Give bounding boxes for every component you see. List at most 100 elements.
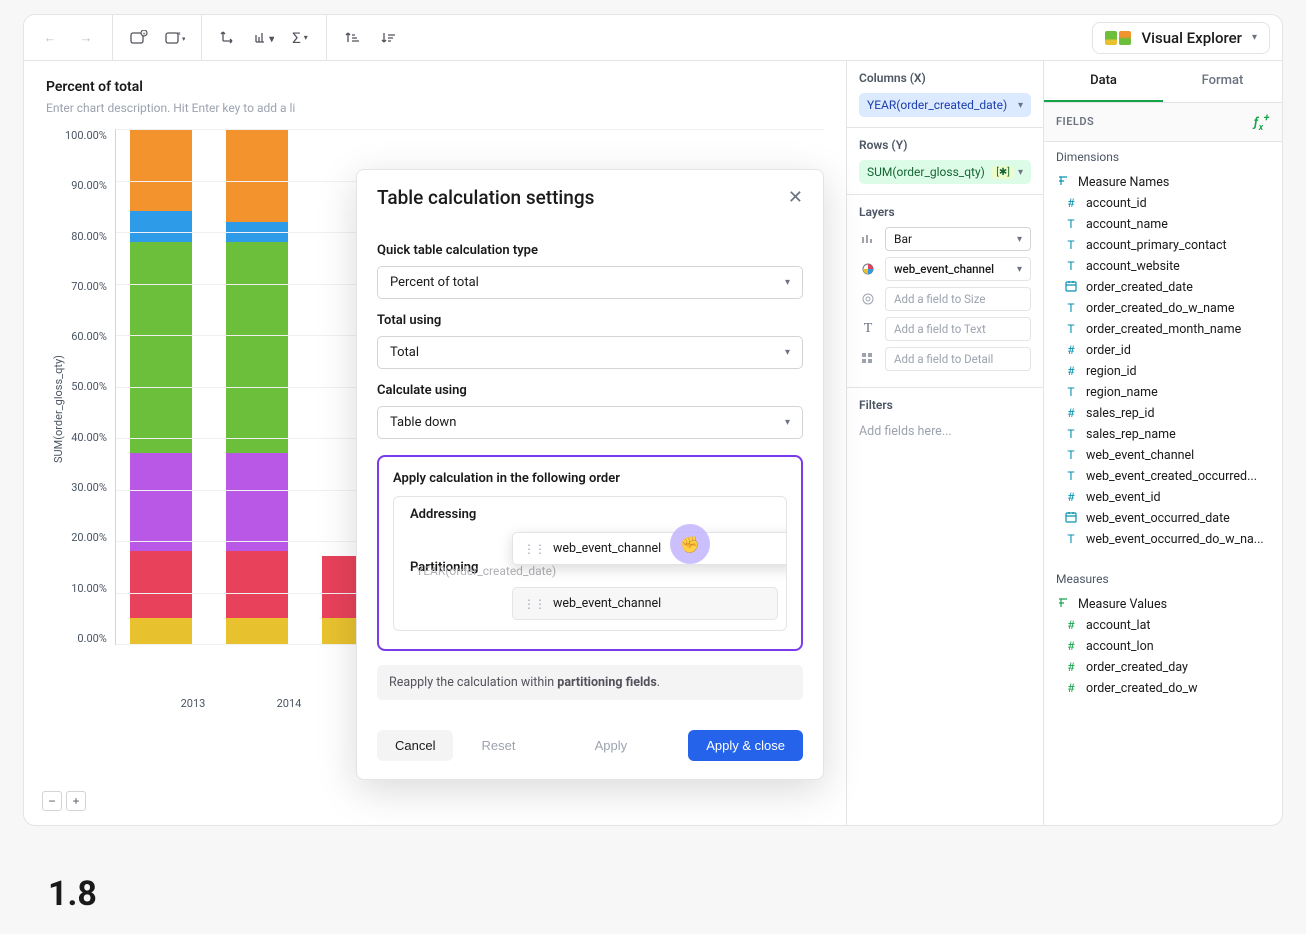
text-icon: T	[1064, 427, 1078, 441]
swap-icon[interactable]	[214, 24, 242, 52]
detail-icon	[859, 350, 877, 368]
dragging-item[interactable]: ⋮⋮ web_event_channel	[512, 532, 787, 565]
measures-section-label: Measures	[1044, 564, 1282, 594]
add-calculation-button[interactable]: ƒx+	[1254, 111, 1270, 133]
text-icon: T	[1064, 301, 1078, 315]
sort-desc-icon[interactable]	[375, 24, 403, 52]
field-item[interactable]: Tweb_event_occurred_do_w_na...	[1044, 529, 1282, 550]
field-item[interactable]: #account_lon	[1044, 636, 1282, 657]
hash-icon: #	[1064, 196, 1078, 210]
visual-explorer-selector[interactable]: Visual Explorer ▾	[1092, 22, 1270, 54]
zoom-in-button[interactable]: +	[66, 791, 86, 811]
chart-title[interactable]: Percent of total	[46, 79, 824, 95]
rows-pill[interactable]: SUM(order_gloss_qty) [✱] ▾	[859, 160, 1031, 184]
shelves-panel: Columns (X) YEAR(order_created_date) ▾ R…	[846, 61, 1044, 825]
rows-shelf-label: Rows (Y)	[859, 138, 1031, 152]
top-toolbar: ← → + ×▾ ▾ Σ▾	[24, 15, 1282, 61]
filters-shelf-label: Filters	[859, 398, 1031, 412]
text-icon: T	[1064, 532, 1078, 546]
field-item[interactable]: Torder_created_do_w_name	[1044, 298, 1282, 319]
calculation-order-box: Apply calculation in the following order…	[377, 455, 803, 651]
field-item[interactable]: Taccount_primary_contact	[1044, 235, 1282, 256]
field-item[interactable]: #account_id	[1044, 193, 1282, 214]
back-button[interactable]: ←	[36, 24, 64, 52]
field-item[interactable]: #order_created_day	[1044, 657, 1282, 678]
detail-field-well[interactable]: Add a field to Detail	[885, 347, 1031, 371]
field-item[interactable]: #order_id	[1044, 340, 1282, 361]
cancel-button[interactable]: Cancel	[377, 730, 453, 761]
fields-header-label: FIELDS	[1056, 115, 1094, 128]
partitioning-item[interactable]: ⋮⋮ web_event_channel	[512, 587, 778, 620]
measure-icon: #	[1064, 681, 1078, 695]
field-item[interactable]: #web_event_id	[1044, 487, 1282, 508]
filters-placeholder[interactable]: Add fields here...	[859, 420, 1031, 443]
calc-type-select[interactable]: Percent of total▾	[377, 266, 803, 299]
tab-format[interactable]: Format	[1163, 61, 1282, 102]
zoom-out-button[interactable]: −	[42, 791, 62, 811]
field-item[interactable]: #sales_rep_id	[1044, 403, 1282, 424]
totals-icon[interactable]: ▾	[250, 24, 278, 52]
modal-title: Table calculation settings	[377, 186, 594, 209]
visual-explorer-label: Visual Explorer	[1141, 29, 1242, 47]
field-item[interactable]: Measure Names	[1044, 172, 1282, 193]
field-item[interactable]: Tweb_event_channel	[1044, 445, 1282, 466]
field-item[interactable]: #order_created_do_w	[1044, 678, 1282, 699]
field-item[interactable]: Tsales_rep_name	[1044, 424, 1282, 445]
reset-button[interactable]: Reset	[463, 730, 533, 761]
field-item[interactable]: Torder_created_month_name	[1044, 319, 1282, 340]
chevron-down-icon: ▾	[1252, 32, 1257, 43]
field-item[interactable]: Tweb_event_created_occurred...	[1044, 466, 1282, 487]
dimensions-section-label: Dimensions	[1044, 142, 1282, 172]
forward-button[interactable]: →	[72, 24, 100, 52]
calendar-icon	[1064, 511, 1078, 526]
tab-data[interactable]: Data	[1044, 61, 1163, 102]
color-field-well[interactable]: web_event_channel ▾	[885, 257, 1031, 281]
text-icon: T	[1064, 259, 1078, 273]
field-item[interactable]: Taccount_website	[1044, 256, 1282, 277]
info-box: Reapply the calculation within partition…	[377, 665, 803, 700]
autosize-icon[interactable]: +	[125, 24, 153, 52]
text-icon	[1056, 175, 1070, 190]
text-field-well[interactable]: Add a field to Text	[885, 317, 1031, 341]
calc-using-select[interactable]: Table down▾	[377, 406, 803, 439]
total-using-label: Total using	[377, 313, 803, 328]
table-calculation-modal: Table calculation settings ✕ Quick table…	[356, 169, 824, 780]
field-item[interactable]: Taccount_name	[1044, 214, 1282, 235]
hash-icon: #	[1064, 343, 1078, 357]
bar-chart-icon	[859, 230, 877, 248]
data-panel: Data Format FIELDS ƒx+ Dimensions Measur…	[1044, 61, 1282, 825]
order-label: Apply calculation in the following order	[393, 471, 787, 486]
chart-description[interactable]: Enter chart description. Hit Enter key t…	[46, 101, 824, 115]
measure-icon: #	[1064, 660, 1078, 674]
field-item[interactable]: #region_id	[1044, 361, 1282, 382]
field-item[interactable]: order_created_date	[1044, 277, 1282, 298]
field-item[interactable]: web_event_occurred_date	[1044, 508, 1282, 529]
figure-caption: 1.8	[48, 874, 97, 914]
addressing-heading: Addressing	[394, 497, 786, 532]
text-icon: T	[1064, 217, 1078, 231]
size-icon	[859, 290, 877, 308]
text-icon: T	[1064, 469, 1078, 483]
layers-shelf-label: Layers	[859, 205, 1031, 219]
sigma-icon[interactable]: Σ▾	[286, 24, 314, 52]
y-axis-title: SUM(order_gloss_qty)	[46, 129, 65, 689]
apply-close-button[interactable]: Apply & close	[688, 730, 803, 761]
chevron-down-icon: ▾	[1018, 100, 1023, 111]
close-button[interactable]: ✕	[788, 187, 803, 208]
columns-pill[interactable]: YEAR(order_created_date) ▾	[859, 93, 1031, 117]
text-icon: T	[859, 320, 877, 338]
layer-type-select[interactable]: Bar ▾	[885, 227, 1031, 251]
text-icon: T	[1064, 385, 1078, 399]
apply-button[interactable]: Apply	[577, 730, 646, 761]
clear-icon[interactable]: ×▾	[161, 24, 189, 52]
total-using-select[interactable]: Total▾	[377, 336, 803, 369]
field-item[interactable]: #account_lat	[1044, 615, 1282, 636]
size-field-well[interactable]: Add a field to Size	[885, 287, 1031, 311]
color-icon	[859, 260, 877, 278]
calc-using-label: Calculate using	[377, 383, 803, 398]
svg-text:×: ×	[177, 30, 181, 38]
field-item[interactable]: Tregion_name	[1044, 382, 1282, 403]
field-item[interactable]: Measure Values	[1044, 594, 1282, 615]
measure-icon	[1056, 597, 1070, 612]
sort-asc-icon[interactable]	[339, 24, 367, 52]
